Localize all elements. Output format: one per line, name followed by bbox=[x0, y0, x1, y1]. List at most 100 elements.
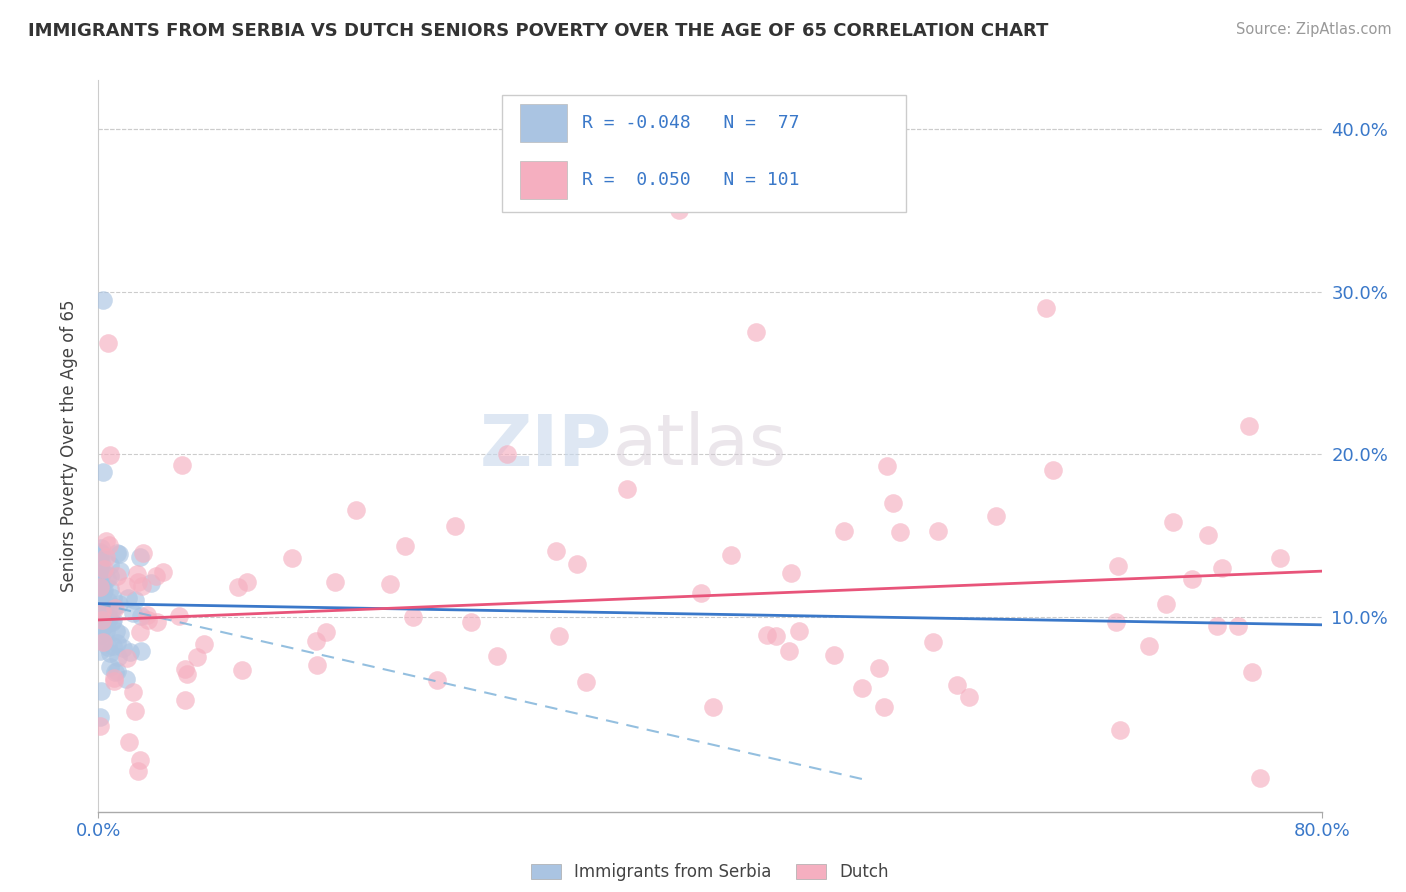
Point bbox=[1161, 516, 1184, 530]
Point bbox=[378, 577, 401, 591]
Point bbox=[141, 575, 163, 590]
Point bbox=[90, 619, 112, 633]
Point bbox=[136, 613, 159, 627]
Point bbox=[89, 559, 111, 574]
Point bbox=[1237, 419, 1260, 434]
Text: R =  0.050   N = 101: R = 0.050 N = 101 bbox=[582, 170, 799, 189]
Point bbox=[93, 619, 115, 633]
Point bbox=[1205, 619, 1227, 633]
Point bbox=[107, 597, 129, 611]
Point bbox=[305, 634, 328, 648]
Point bbox=[89, 570, 111, 584]
Point bbox=[1197, 528, 1219, 542]
Point bbox=[460, 615, 482, 629]
Legend: Immigrants from Serbia, Dutch: Immigrants from Serbia, Dutch bbox=[524, 856, 896, 888]
Point bbox=[128, 550, 150, 565]
Point bbox=[323, 575, 346, 590]
Point bbox=[152, 565, 174, 579]
Text: R = -0.048   N =  77: R = -0.048 N = 77 bbox=[582, 113, 799, 132]
Point bbox=[90, 555, 112, 569]
Point bbox=[96, 609, 118, 624]
Point bbox=[1249, 771, 1271, 785]
Point bbox=[103, 673, 125, 688]
Point bbox=[97, 335, 120, 350]
Point bbox=[89, 574, 111, 589]
Point bbox=[129, 609, 152, 624]
Point bbox=[546, 544, 568, 558]
Point bbox=[1154, 597, 1177, 611]
Point bbox=[344, 503, 367, 517]
Point bbox=[115, 579, 138, 593]
Text: IMMIGRANTS FROM SERBIA VS DUTCH SENIORS POVERTY OVER THE AGE OF 65 CORRELATION C: IMMIGRANTS FROM SERBIA VS DUTCH SENIORS … bbox=[28, 22, 1049, 40]
Point bbox=[823, 648, 845, 663]
Point bbox=[108, 547, 131, 561]
Point bbox=[105, 546, 128, 560]
Point bbox=[136, 607, 159, 622]
Point bbox=[101, 614, 124, 628]
Point bbox=[755, 628, 778, 642]
Point bbox=[129, 644, 152, 658]
Point bbox=[118, 645, 141, 659]
Point bbox=[125, 566, 148, 581]
Text: Source: ZipAtlas.com: Source: ZipAtlas.com bbox=[1236, 22, 1392, 37]
Point bbox=[103, 671, 125, 685]
Point bbox=[444, 519, 467, 533]
Point bbox=[103, 665, 125, 679]
Bar bbox=[520, 161, 567, 199]
Point bbox=[94, 624, 117, 638]
Point bbox=[127, 764, 149, 779]
Point bbox=[98, 448, 121, 462]
Bar bbox=[520, 104, 567, 143]
Point bbox=[89, 628, 111, 642]
Point bbox=[132, 546, 155, 560]
Point bbox=[745, 325, 768, 339]
Point bbox=[89, 633, 111, 648]
Point bbox=[565, 557, 588, 571]
Text: ZIP: ZIP bbox=[479, 411, 612, 481]
Point bbox=[89, 610, 111, 624]
Point bbox=[668, 203, 690, 218]
Point bbox=[128, 624, 150, 639]
Point bbox=[1211, 561, 1233, 575]
Point bbox=[616, 482, 638, 496]
Point bbox=[1268, 551, 1291, 566]
Point bbox=[94, 617, 117, 632]
Point bbox=[401, 610, 423, 624]
Point bbox=[89, 598, 111, 612]
Point bbox=[394, 539, 416, 553]
Point bbox=[91, 615, 114, 629]
Point bbox=[127, 574, 149, 589]
Point bbox=[90, 545, 112, 559]
Point bbox=[94, 534, 117, 549]
FancyBboxPatch shape bbox=[502, 95, 905, 212]
Point bbox=[90, 588, 112, 602]
Point bbox=[789, 624, 811, 638]
Point bbox=[97, 594, 120, 608]
Point bbox=[778, 644, 800, 658]
Point bbox=[98, 569, 121, 583]
Point bbox=[110, 565, 132, 579]
Point bbox=[91, 293, 114, 307]
Point bbox=[118, 734, 141, 748]
Point bbox=[186, 649, 208, 664]
Point bbox=[780, 566, 803, 580]
Point bbox=[957, 690, 980, 705]
Point bbox=[832, 524, 855, 539]
Text: atlas: atlas bbox=[612, 411, 786, 481]
Y-axis label: Seniors Poverty Over the Age of 65: Seniors Poverty Over the Age of 65 bbox=[59, 300, 77, 592]
Point bbox=[889, 524, 911, 539]
Point bbox=[145, 569, 167, 583]
Point bbox=[548, 629, 571, 643]
Point bbox=[89, 554, 111, 568]
Point bbox=[131, 578, 153, 592]
Point bbox=[236, 575, 259, 590]
Point bbox=[117, 651, 139, 665]
Point bbox=[90, 604, 112, 618]
Point bbox=[89, 580, 111, 594]
Point bbox=[107, 650, 129, 665]
Point bbox=[96, 640, 118, 654]
Point bbox=[89, 549, 111, 564]
Point bbox=[103, 591, 125, 606]
Point bbox=[91, 604, 114, 618]
Point bbox=[91, 635, 114, 649]
